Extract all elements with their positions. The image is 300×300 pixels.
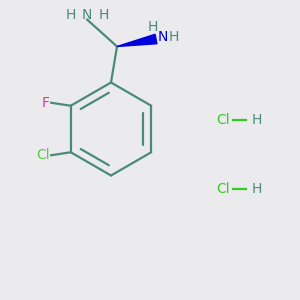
Text: N: N bbox=[82, 8, 92, 22]
Text: Cl: Cl bbox=[36, 148, 50, 162]
Text: H: H bbox=[168, 30, 178, 44]
Text: H: H bbox=[148, 20, 158, 34]
Text: H: H bbox=[251, 113, 262, 127]
Polygon shape bbox=[117, 34, 157, 46]
Text: H: H bbox=[98, 8, 109, 22]
Text: H: H bbox=[251, 182, 262, 196]
Text: H: H bbox=[65, 8, 76, 22]
Text: Cl: Cl bbox=[216, 182, 230, 196]
Text: Cl: Cl bbox=[216, 113, 230, 127]
Text: F: F bbox=[42, 96, 50, 110]
Text: N: N bbox=[158, 30, 168, 44]
